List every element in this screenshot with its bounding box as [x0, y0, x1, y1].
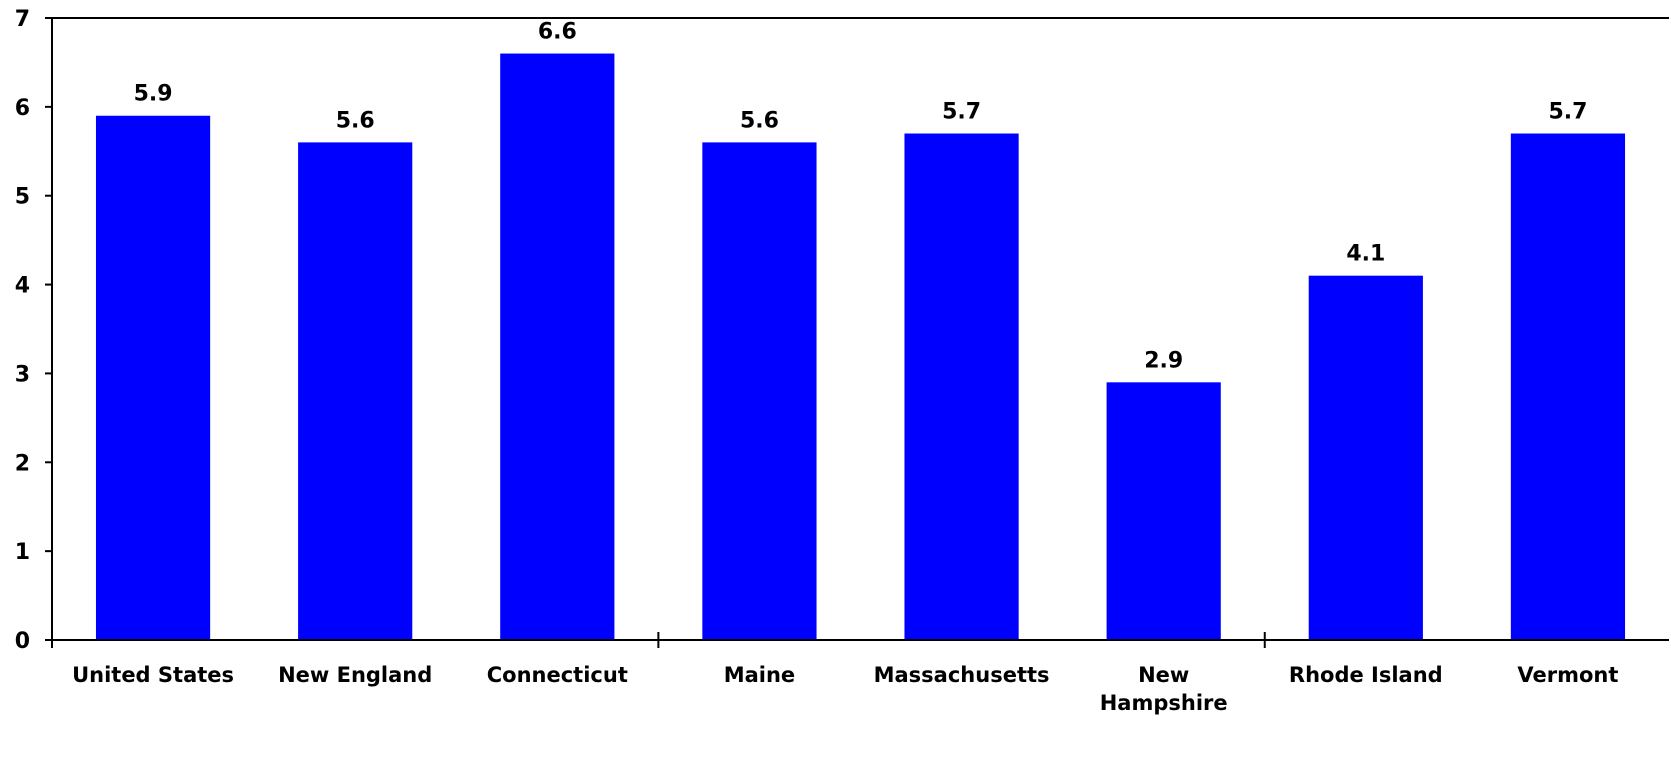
- data-label: 5.7: [942, 100, 981, 125]
- x-category-label: New England: [278, 663, 432, 687]
- bar: [298, 142, 413, 640]
- x-category-label: New Hampshire: [1100, 663, 1228, 715]
- bar: [1510, 133, 1626, 640]
- category-labels: United States New England Connecticut Maine…: [72, 663, 1618, 715]
- bars: [95, 53, 1626, 641]
- data-label: 5.9: [134, 82, 173, 107]
- data-label: 5.6: [336, 108, 375, 133]
- y-tick-label: 6: [15, 96, 30, 121]
- data-label: 5.6: [740, 108, 779, 133]
- x-category-label: Connecticut: [487, 663, 628, 687]
- y-ticks: 0 1 2 3 4 5 6 7: [15, 7, 52, 654]
- x-category-label: Massachusetts: [874, 663, 1050, 687]
- x-category-label: Vermont: [1517, 663, 1618, 687]
- data-label: 4.1: [1346, 242, 1385, 267]
- data-label: 2.9: [1144, 348, 1183, 373]
- y-tick-label: 7: [15, 7, 30, 32]
- y-tick-label: 3: [15, 362, 30, 387]
- x-category-label: Maine: [724, 663, 795, 687]
- data-label: 6.6: [538, 20, 577, 45]
- x-category-label: United States: [72, 663, 234, 687]
- y-tick-label: 0: [15, 629, 30, 654]
- bar: [904, 133, 1019, 640]
- x-category-label: Rhode Island: [1289, 663, 1443, 687]
- y-tick-label: 1: [15, 540, 30, 565]
- data-label: 5.7: [1548, 100, 1587, 125]
- x-ticks: [51, 632, 1266, 648]
- y-tick-label: 5: [15, 185, 30, 210]
- bar: [500, 53, 615, 641]
- y-tick-label: 2: [15, 451, 30, 476]
- axes: [51, 17, 1669, 641]
- bar: [702, 142, 817, 640]
- bar: [1106, 382, 1221, 640]
- y-tick-label: 4: [15, 274, 30, 299]
- bar: [1308, 275, 1423, 640]
- data-labels: 5.9 5.6 6.6 5.6 5.7 2.9 4.1 5.7: [134, 20, 1588, 374]
- bar: [95, 115, 211, 640]
